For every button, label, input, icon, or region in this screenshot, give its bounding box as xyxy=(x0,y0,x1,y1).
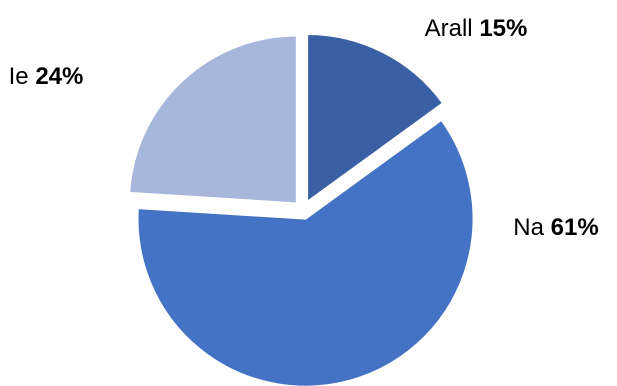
data-label-ie: Ie 24% xyxy=(9,63,84,90)
slice-value-label: 24% xyxy=(35,63,83,90)
pie-slice-arall xyxy=(306,32,445,204)
data-label-arall: Arall 15% xyxy=(425,15,528,42)
data-label-na: Na 61% xyxy=(513,214,598,241)
pie-slice-ie xyxy=(128,34,298,205)
slice-category-label: Arall xyxy=(425,15,480,42)
slice-value-label: 15% xyxy=(479,15,527,42)
pie-slice-na xyxy=(136,118,475,386)
slice-category-label: Na xyxy=(513,214,550,241)
slice-category-label: Ie xyxy=(9,63,36,90)
slice-value-label: 61% xyxy=(551,214,599,241)
